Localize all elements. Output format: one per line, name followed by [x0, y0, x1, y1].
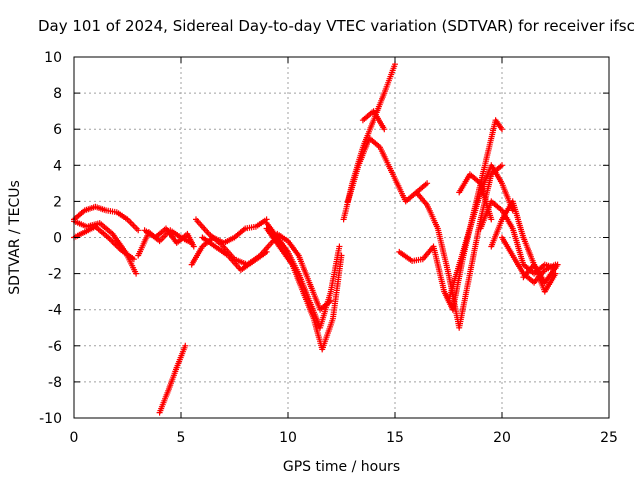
data-points [71, 61, 561, 416]
series-track-i [199, 234, 270, 273]
data-point-markers [274, 230, 334, 313]
x-axis-label: GPS time / hours [283, 459, 400, 475]
y-tick-label: -6 [48, 339, 62, 355]
data-point-markers [156, 342, 189, 416]
y-tick-label: 0 [53, 231, 62, 247]
data-point-markers [520, 261, 559, 295]
x-tick-label: 0 [70, 430, 79, 446]
axis-ticks: 0 5 10 15 20 25 -10 -8 -6 -4 -2 0 2 4 6 8 10 [39, 50, 618, 446]
x-tick-label: 5 [177, 430, 186, 446]
series-track-b [71, 218, 140, 277]
series-track-l [274, 230, 334, 313]
series-track-f [156, 342, 189, 416]
y-tick-label: 4 [53, 158, 62, 174]
y-tick-label: 2 [53, 194, 62, 210]
x-tick-label: 25 [600, 430, 618, 446]
series-track-k [263, 225, 345, 353]
y-tick-label: -8 [48, 375, 62, 391]
data-point-markers [359, 108, 388, 133]
y-tick-label: 8 [53, 86, 62, 102]
y-axis-label: SDTVAR / TECUs [7, 180, 23, 295]
y-tick-label: 6 [53, 122, 62, 138]
x-tick-label: 10 [279, 430, 297, 446]
y-tick-label: -10 [39, 411, 62, 427]
data-point-markers [445, 162, 516, 304]
series-track-r [445, 162, 516, 304]
series-track-e [141, 225, 197, 250]
y-tick-label: -4 [48, 303, 62, 319]
data-point-markers [199, 234, 270, 273]
x-tick-label: 15 [386, 430, 404, 446]
series-track-n [344, 135, 431, 205]
y-tick-label: -2 [48, 267, 62, 283]
data-point-markers [71, 218, 140, 277]
data-point-markers [263, 225, 345, 353]
data-point-markers [344, 135, 431, 205]
data-point-markers [141, 225, 197, 250]
y-tick-label: 10 [44, 50, 62, 66]
x-tick-label: 20 [493, 430, 511, 446]
series-track-o [359, 108, 388, 133]
chart-title: Day 101 of 2024, Sidereal Day-to-day VTE… [38, 17, 635, 35]
series-track-w [520, 261, 559, 295]
